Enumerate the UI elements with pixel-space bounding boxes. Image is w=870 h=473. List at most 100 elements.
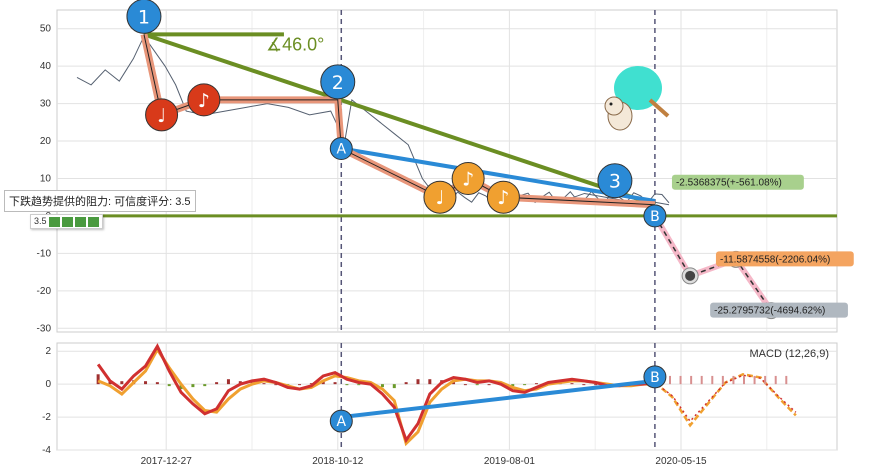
projection-point-dot bbox=[685, 270, 696, 281]
histogram-bar bbox=[380, 384, 384, 388]
histogram-bar bbox=[523, 384, 527, 386]
y-tick-label: -4 bbox=[42, 445, 51, 456]
y-tick-label: -20 bbox=[37, 286, 52, 297]
wave-point-circle bbox=[643, 204, 667, 228]
angle-label: ∡46.0° bbox=[266, 34, 324, 54]
value-badge-text: -25.2795732(-4694.62%) bbox=[714, 306, 825, 317]
histogram-bar bbox=[428, 379, 432, 385]
histogram-bar bbox=[753, 375, 756, 385]
y-tick-label: 40 bbox=[40, 61, 52, 72]
histogram-bar bbox=[582, 384, 586, 386]
y-tick-label: 30 bbox=[40, 99, 52, 110]
mascot-icon bbox=[604, 66, 670, 131]
y-tick-label: -10 bbox=[37, 248, 52, 259]
wave-point-circle bbox=[126, 0, 162, 34]
star-icon bbox=[48, 216, 60, 227]
wave-point-circle bbox=[187, 83, 221, 117]
wave-point-label: B bbox=[650, 209, 660, 225]
macd-title: MACD (12,26,9) bbox=[750, 348, 829, 360]
histogram-bar bbox=[669, 375, 671, 385]
histogram-bar bbox=[155, 382, 159, 385]
histogram-bar bbox=[203, 384, 207, 387]
x-tick-label: 2019-08-01 bbox=[484, 456, 536, 467]
histogram-bar bbox=[732, 375, 735, 385]
fan-handle bbox=[648, 98, 670, 118]
value-badge-text: -11.5874558(-2206.04%) bbox=[720, 254, 830, 265]
signal-line bbox=[97, 346, 655, 447]
histogram-bar bbox=[690, 375, 693, 385]
y-tick-label: -30 bbox=[37, 323, 52, 334]
resistance-tooltip: 下跌趋势提供的阻力: 可信度评分: 3.5 bbox=[4, 190, 196, 212]
wave-point-label: 3 bbox=[609, 171, 621, 193]
trend-line bbox=[143, 32, 656, 207]
price-plot-area bbox=[56, 9, 838, 333]
overlays: -2.5368375(+-561.08%) -11.5874558(-2206.0… bbox=[126, 0, 854, 318]
histogram-bar bbox=[96, 374, 100, 385]
fan-icon bbox=[614, 66, 662, 110]
x-tick-label: 2017-12-27 bbox=[141, 456, 193, 467]
histogram-bar bbox=[452, 382, 456, 385]
dog-eye bbox=[609, 102, 613, 106]
macd-projection-2 bbox=[654, 374, 797, 423]
y-tick-label: -2 bbox=[42, 412, 51, 423]
histogram-bar bbox=[463, 384, 467, 386]
wave-point-label: ♪ bbox=[198, 90, 210, 112]
histogram-bar bbox=[345, 384, 349, 386]
wave-point-label: ♪ bbox=[497, 187, 509, 209]
histogram-bar bbox=[416, 379, 420, 385]
histogram-bar bbox=[764, 375, 767, 385]
rating-badge: 3.5 bbox=[30, 214, 103, 229]
wave-point-circle bbox=[320, 64, 356, 100]
price-panel: 50403020100-10-20-30∡46.0° bbox=[37, 9, 838, 334]
histogram-bar bbox=[274, 384, 278, 386]
macd-wave-label: A bbox=[336, 414, 346, 430]
y-tick-label: 0 bbox=[45, 379, 51, 390]
macd-wave-point bbox=[643, 365, 667, 389]
histogram-bar bbox=[179, 384, 183, 390]
y-tick-label: 50 bbox=[40, 24, 52, 35]
x-tick-label: 2018-10-12 bbox=[312, 456, 364, 467]
y-tick-label: 2 bbox=[45, 346, 51, 357]
histogram-bar bbox=[167, 384, 171, 387]
histogram-bar bbox=[191, 384, 195, 388]
histogram-bar bbox=[357, 384, 361, 386]
y-tick-label: 10 bbox=[40, 173, 52, 184]
histogram-bar bbox=[321, 381, 325, 385]
histogram-bar bbox=[487, 384, 491, 386]
histogram-bar bbox=[534, 383, 538, 385]
histogram-bar bbox=[475, 384, 479, 386]
histogram-bar bbox=[679, 375, 682, 385]
macd-panel: 2017-12-27 2018-10-12 2019-08-01 2020-05-15… bbox=[42, 342, 838, 467]
histogram-bar bbox=[262, 383, 266, 385]
rating-value: 3.5 bbox=[34, 216, 47, 226]
histogram-bar bbox=[700, 375, 703, 385]
wave-point-label: ♩ bbox=[435, 187, 444, 209]
histogram-bar bbox=[309, 383, 313, 385]
star-icon bbox=[74, 216, 86, 227]
histogram-bar bbox=[298, 384, 302, 386]
histogram-bar bbox=[594, 384, 598, 386]
histogram-bar bbox=[120, 381, 124, 385]
macd-plot-area bbox=[56, 342, 838, 451]
value-badge bbox=[710, 302, 848, 318]
wave-point-circle bbox=[145, 98, 179, 132]
x-tick-label: 2020-05-15 bbox=[655, 456, 707, 467]
price-line bbox=[428, 190, 670, 204]
histogram-bar bbox=[226, 379, 230, 385]
wave-point-circle bbox=[451, 161, 485, 195]
wave-point-circle bbox=[329, 137, 353, 161]
histogram-bar bbox=[785, 375, 788, 385]
tooltip-text: 下跌趋势提供的阻力: 可信度评分: 3.5 bbox=[9, 196, 191, 208]
histogram-bar bbox=[215, 382, 219, 385]
star-icon bbox=[87, 216, 99, 227]
histogram-bar bbox=[144, 381, 148, 385]
y-tick-label: 20 bbox=[40, 136, 52, 147]
wave-point-circle bbox=[486, 180, 520, 214]
histogram-bar bbox=[774, 375, 777, 385]
macd-trend-line bbox=[341, 378, 656, 420]
wave-point-label: ♪ bbox=[462, 168, 474, 190]
histogram-bar bbox=[404, 382, 408, 385]
wave-point-label: ♩ bbox=[157, 105, 166, 127]
histogram-bar bbox=[333, 382, 337, 385]
